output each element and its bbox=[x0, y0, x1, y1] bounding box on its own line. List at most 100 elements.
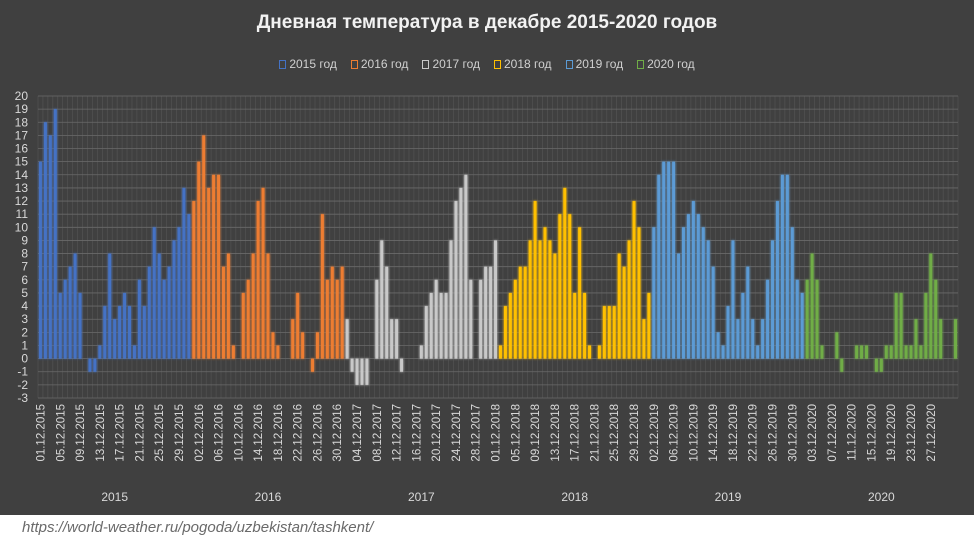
bar-2015 bbox=[177, 227, 181, 359]
bar-2019 bbox=[790, 227, 794, 359]
x-tick-label: 01.12.2015 bbox=[35, 404, 47, 462]
bar-2020 bbox=[939, 319, 943, 359]
x-tick-label: 18.12.2019 bbox=[728, 404, 740, 462]
bar-2020 bbox=[914, 319, 918, 359]
bar-2019 bbox=[741, 292, 745, 359]
x-tick-label: 13.12.2018 bbox=[550, 404, 562, 462]
x-tick-label: 02.12.2019 bbox=[649, 404, 661, 462]
bar-2016 bbox=[315, 332, 319, 359]
bar-2017 bbox=[464, 174, 468, 359]
legend-item: 2019 год bbox=[565, 57, 624, 71]
bar-2016 bbox=[197, 161, 201, 359]
x-tick-label: 11.12.2020 bbox=[847, 404, 859, 461]
bar-2020 bbox=[874, 358, 878, 372]
bar-2017 bbox=[419, 345, 423, 359]
bar-2020 bbox=[884, 345, 888, 359]
bar-2020 bbox=[855, 345, 859, 359]
bar-2015 bbox=[182, 187, 186, 359]
bar-2018 bbox=[563, 187, 567, 359]
bar-2018 bbox=[578, 227, 582, 359]
x-tick-label: 18.12.2016 bbox=[273, 404, 285, 462]
y-tick-label: 5 bbox=[21, 286, 28, 300]
bar-2016 bbox=[261, 187, 265, 359]
x-tick-label: 13.12.2015 bbox=[95, 404, 107, 462]
y-tick-label: 13 bbox=[15, 181, 29, 195]
y-tick-label: -2 bbox=[17, 378, 28, 392]
legend-label: 2019 год bbox=[575, 57, 624, 71]
x-tick-label: 16.12.2017 bbox=[411, 404, 423, 462]
legend-item: 2018 год bbox=[494, 57, 552, 71]
bar-2018 bbox=[553, 253, 557, 359]
bar-2016 bbox=[320, 214, 324, 359]
bar-2019 bbox=[716, 332, 720, 359]
bar-2018 bbox=[558, 214, 562, 359]
bar-2018 bbox=[632, 201, 636, 359]
bar-2016 bbox=[301, 332, 305, 359]
bar-2020 bbox=[929, 253, 933, 359]
bar-2020 bbox=[810, 253, 814, 359]
bar-2017 bbox=[345, 319, 349, 359]
y-tick-label: 14 bbox=[15, 168, 29, 182]
bar-2016 bbox=[212, 174, 216, 359]
bar-2015 bbox=[147, 266, 151, 359]
bar-2017 bbox=[385, 266, 389, 359]
chart-title: Дневная температура в декабре 2015-2020 … bbox=[256, 12, 718, 33]
bar-2019 bbox=[795, 279, 799, 359]
x-tick-label: 05.12.2015 bbox=[55, 404, 67, 462]
x-tick-label: 15.12.2020 bbox=[866, 404, 878, 462]
x-tick-label: 04.12.2017 bbox=[352, 404, 364, 462]
bar-2017 bbox=[380, 240, 384, 359]
bar-2016 bbox=[325, 279, 329, 359]
legend-item: 2020 год bbox=[637, 57, 695, 71]
bar-2018 bbox=[533, 201, 537, 359]
x-tick-label: 10.12.2019 bbox=[688, 404, 700, 462]
bar-2016 bbox=[226, 253, 230, 359]
x-tick-label: 21.12.2018 bbox=[589, 404, 601, 462]
x-tick-label: 12.12.2017 bbox=[392, 404, 404, 462]
x-tick-label: 25.12.2018 bbox=[609, 404, 621, 462]
bar-2019 bbox=[780, 174, 784, 359]
y-tick-label: 8 bbox=[21, 247, 28, 261]
x-tick-label: 05.12.2018 bbox=[510, 404, 522, 462]
bar-2018 bbox=[602, 306, 606, 359]
x-tick-label: 06.12.2016 bbox=[214, 404, 226, 462]
legend-swatch bbox=[494, 60, 501, 69]
bar-2019 bbox=[746, 266, 750, 359]
bar-2018 bbox=[573, 292, 577, 359]
bar-2018 bbox=[513, 279, 517, 359]
bar-2016 bbox=[311, 358, 314, 372]
x-tick-label: 09.12.2015 bbox=[75, 404, 87, 462]
bar-2016 bbox=[276, 345, 280, 359]
bar-2020 bbox=[860, 345, 864, 359]
bar-2018 bbox=[508, 292, 512, 359]
y-tick-label: 3 bbox=[21, 312, 28, 326]
bar-2020 bbox=[894, 292, 898, 359]
bar-2018 bbox=[622, 266, 626, 359]
bar-2018 bbox=[543, 227, 547, 359]
bar-2020 bbox=[820, 345, 824, 359]
bar-2017 bbox=[355, 358, 359, 385]
y-tick-label: 10 bbox=[15, 220, 29, 234]
legend-item: 2017 год bbox=[422, 57, 480, 71]
x-tick-label: 29.12.2015 bbox=[174, 404, 186, 462]
bar-2015 bbox=[157, 253, 161, 359]
bar-2018 bbox=[548, 240, 552, 359]
bar-2020 bbox=[904, 345, 908, 359]
x-tick-label: 24.12.2017 bbox=[451, 404, 463, 462]
x-tick-label: 27.12.2020 bbox=[926, 404, 938, 462]
x-tick-label: 17.12.2015 bbox=[115, 404, 127, 462]
bar-2017 bbox=[459, 187, 463, 359]
bar-2016 bbox=[222, 266, 225, 359]
bar-2019 bbox=[677, 253, 681, 359]
y-tick-label: -3 bbox=[17, 391, 28, 405]
legend-swatch bbox=[350, 60, 358, 69]
legend-label: 2017 год bbox=[432, 57, 480, 71]
bar-2020 bbox=[840, 358, 844, 372]
bar-2016 bbox=[202, 135, 206, 359]
bar-2020 bbox=[835, 332, 839, 359]
bar-2015 bbox=[128, 306, 131, 359]
bar-2015 bbox=[43, 122, 47, 359]
year-group-label: 2019 bbox=[715, 490, 742, 504]
x-tick-label: 28.12.2017 bbox=[471, 404, 483, 462]
bar-2018 bbox=[627, 240, 631, 359]
